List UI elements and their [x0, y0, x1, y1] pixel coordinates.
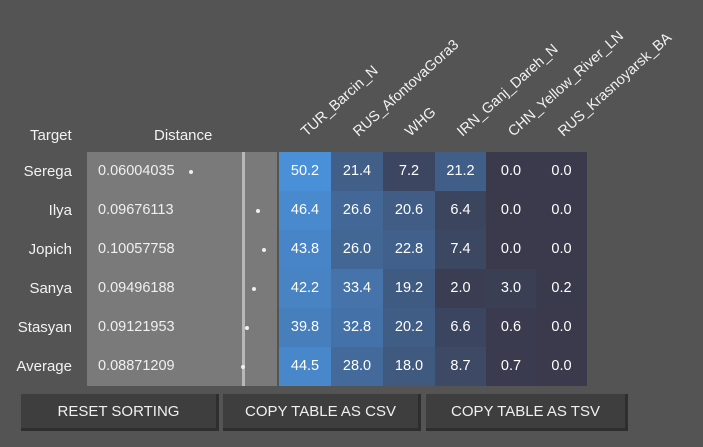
distance-dot: [262, 248, 266, 252]
heatmap-cell: 33.4: [331, 269, 383, 308]
heatmap-cell: 46.4: [279, 191, 331, 230]
distance-divider: [242, 152, 245, 386]
distance-dot: [256, 209, 260, 213]
heatmap-cell: 0.0: [536, 347, 587, 386]
distance-value: 0.10057758: [98, 241, 175, 257]
row-target-label: Stasyan: [17, 319, 72, 336]
copy-csv-button[interactable]: COPY TABLE AS CSV: [223, 394, 421, 431]
row-target-label: Ilya: [48, 202, 72, 219]
distance-dot: [252, 287, 256, 291]
heatmap-cell: 7.4: [435, 230, 486, 269]
row-target-label: Average: [16, 358, 72, 375]
heatmap-cell: 43.8: [279, 230, 331, 269]
heatmap-cell: 39.8: [279, 308, 331, 347]
heatmap-cell: 0.7: [486, 347, 536, 386]
heatmap-cell: 26.0: [331, 230, 383, 269]
heatmap-cell: 19.2: [383, 269, 435, 308]
heatmap-cell: 20.2: [383, 308, 435, 347]
distance-value: 0.06004035: [98, 163, 175, 179]
reset-sorting-button[interactable]: RESET SORTING: [21, 394, 219, 431]
heatmap-cell: 22.8: [383, 230, 435, 269]
distance-value: 0.09496188: [98, 280, 175, 296]
distance-cell: 0.10057758: [87, 230, 242, 269]
heatmap-cell: 0.0: [536, 191, 587, 230]
heatmap-cell: 0.2: [536, 269, 587, 308]
distance-cell: 0.08871209: [87, 347, 242, 386]
heatmap-cell: 42.2: [279, 269, 331, 308]
distance-value: 0.08871209: [98, 358, 175, 374]
heatmap-cell: 6.6: [435, 308, 486, 347]
heatmap-cell: 3.0: [486, 269, 536, 308]
distance-cell: 0.06004035: [87, 152, 242, 191]
heatmap-cell: 0.0: [536, 152, 587, 191]
row-target-label: Jopich: [28, 241, 72, 258]
distance-cell: 0.09121953: [87, 308, 242, 347]
heatmap-cell: 50.2: [279, 152, 331, 191]
heatmap-cell: 26.6: [331, 191, 383, 230]
distance-value: 0.09676113: [98, 202, 174, 218]
heatmap-cell: 44.5: [279, 347, 331, 386]
heatmap-cell: 0.0: [486, 191, 536, 230]
row-target-label: Serega: [23, 163, 72, 180]
heatmap-cell: 7.2: [383, 152, 435, 191]
heatmap-cell: 18.0: [383, 347, 435, 386]
column-header[interactable]: WHG: [402, 104, 440, 140]
heatmap-cell: 0.0: [536, 308, 587, 347]
distance-panel: [87, 152, 277, 386]
heatmap-cell: 6.4: [435, 191, 486, 230]
distance-cell: 0.09676113: [87, 191, 242, 230]
heatmap-cell: 0.6: [486, 308, 536, 347]
distance-dot: [245, 326, 249, 330]
distance-cell: 0.09496188: [87, 269, 242, 308]
heatmap-cell: 0.0: [486, 230, 536, 269]
distance-dot: [189, 170, 193, 174]
heatmap-cell: 32.8: [331, 308, 383, 347]
row-target-label: Sanya: [29, 280, 72, 297]
heatmap-cell: 2.0: [435, 269, 486, 308]
heatmap-cell: 0.0: [486, 152, 536, 191]
heatmap-cell: 8.7: [435, 347, 486, 386]
target-header[interactable]: Target: [30, 127, 72, 144]
heatmap-cell: 20.6: [383, 191, 435, 230]
heatmap-cell: 28.0: [331, 347, 383, 386]
heatmap-cell: 0.0: [536, 230, 587, 269]
heatmap-cell: 21.4: [331, 152, 383, 191]
distance-value: 0.09121953: [98, 319, 175, 335]
distance-dot: [241, 365, 245, 369]
heatmap-cell: 21.2: [435, 152, 486, 191]
copy-tsv-button[interactable]: COPY TABLE AS TSV: [426, 394, 628, 431]
distance-header[interactable]: Distance: [154, 127, 213, 144]
